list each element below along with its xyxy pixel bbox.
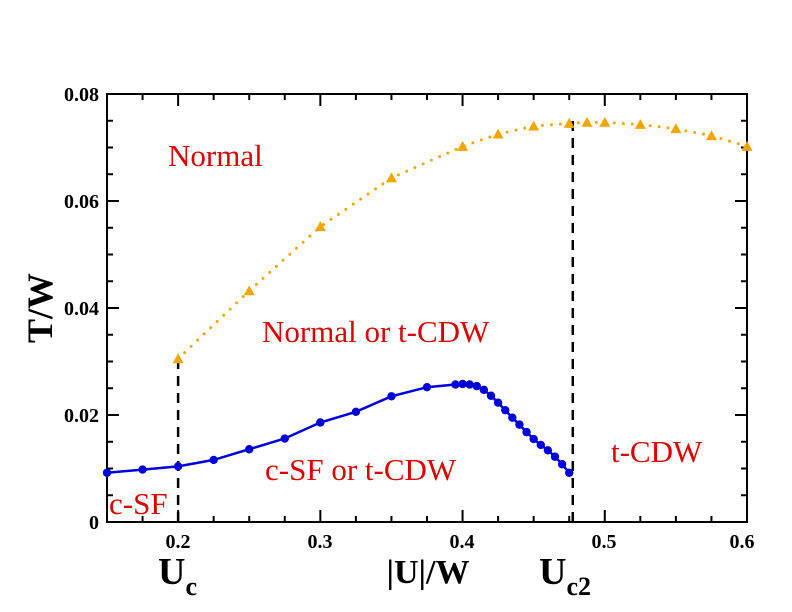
normal-boundary-point	[243, 285, 255, 296]
x-tick-label: 0.5	[592, 531, 617, 553]
csf-boundary-point	[451, 380, 460, 389]
csf-boundary-point	[508, 413, 517, 422]
x-tick-label: 0.3	[308, 531, 333, 553]
x-tick-label: 0.6	[730, 531, 755, 553]
uc-subscript: c	[185, 572, 197, 601]
csf-boundary-point	[387, 392, 396, 401]
csf-boundary-point	[102, 468, 112, 477]
csf-boundary-point	[529, 434, 538, 444]
normal-boundary-point	[581, 116, 593, 127]
uc2-main: U	[539, 551, 566, 593]
csf-boundary-point	[565, 468, 574, 477]
normal-boundary-point	[385, 172, 397, 183]
uc2-subscript: c2	[566, 572, 591, 601]
annotation-csf: c-SF	[109, 486, 168, 521]
csf-boundary-point	[209, 455, 218, 465]
uc2-axis-marker: Uc2	[539, 551, 591, 601]
csf-boundary-point	[479, 385, 489, 395]
normal-boundary-line	[176, 120, 749, 361]
y-tick-label: 0.08	[64, 84, 99, 106]
csf-boundary-point	[536, 440, 545, 450]
region-annotations: Normal Normal or t-CDW c-SF or t-CDW t-C…	[109, 138, 703, 521]
x-tick-label: 0.2	[166, 531, 191, 553]
uc-main: U	[158, 551, 185, 593]
csf-boundary-point	[493, 398, 503, 407]
normal-boundary-point	[528, 120, 540, 131]
y-tick-label: 0.04	[64, 298, 99, 320]
data-series	[102, 116, 753, 477]
normal-boundary-point	[634, 118, 646, 129]
annotation-normal-or-tcdw: Normal or t-CDW	[262, 314, 490, 349]
csf-boundary-point	[472, 381, 481, 391]
csf-boundary-point	[465, 380, 474, 389]
y-tick-label: 0.06	[64, 191, 99, 213]
y-axis-title: T/W	[20, 273, 60, 343]
annotation-csf-or-tcdw: c-SF or t-CDW	[265, 452, 457, 487]
csf-boundary-point	[173, 462, 183, 471]
csf-boundary-point	[316, 418, 325, 427]
annotation-tcdw: t-CDW	[611, 434, 703, 469]
csf-boundary-point	[245, 445, 254, 454]
normal-boundary-point	[492, 128, 504, 139]
csf-boundary-point	[543, 446, 553, 455]
csf-boundary-point	[501, 405, 510, 415]
x-tick-label: 0.4	[450, 531, 475, 553]
normal-boundary-point	[705, 130, 717, 141]
csf-boundary-point	[515, 420, 524, 429]
normal-boundary-point	[741, 140, 753, 151]
annotation-normal: Normal	[168, 138, 263, 173]
x-tick-labels: 0.2 0.3 0.4 0.5 0.6	[166, 531, 755, 553]
axis-ticks	[106, 93, 748, 523]
csf-boundary-point	[557, 460, 567, 469]
y-tick-label: 0.02	[64, 405, 99, 427]
normal-boundary-point	[457, 140, 469, 151]
csf-boundary-point	[458, 379, 467, 389]
csf-boundary-point	[422, 382, 432, 392]
normal-boundary-point	[172, 353, 184, 364]
uc-axis-marker: Uc	[158, 551, 197, 601]
csf-boundary-point	[486, 391, 496, 400]
y-tick-labels: 0 0.02 0.04 0.06 0.08	[64, 84, 99, 534]
csf-boundary-point	[138, 465, 147, 474]
csf-boundary-point	[522, 427, 531, 437]
normal-boundary-point	[599, 116, 611, 127]
normal-boundary-point	[314, 221, 326, 232]
csf-boundary-point	[351, 407, 361, 416]
normal-boundary-point	[670, 123, 682, 134]
y-tick-label: 0	[89, 512, 99, 534]
csf-boundary-point	[280, 434, 289, 443]
x-axis-title: |U|/W	[387, 554, 470, 591]
csf-boundary-point	[550, 452, 560, 461]
normal-boundary-point	[563, 117, 575, 128]
